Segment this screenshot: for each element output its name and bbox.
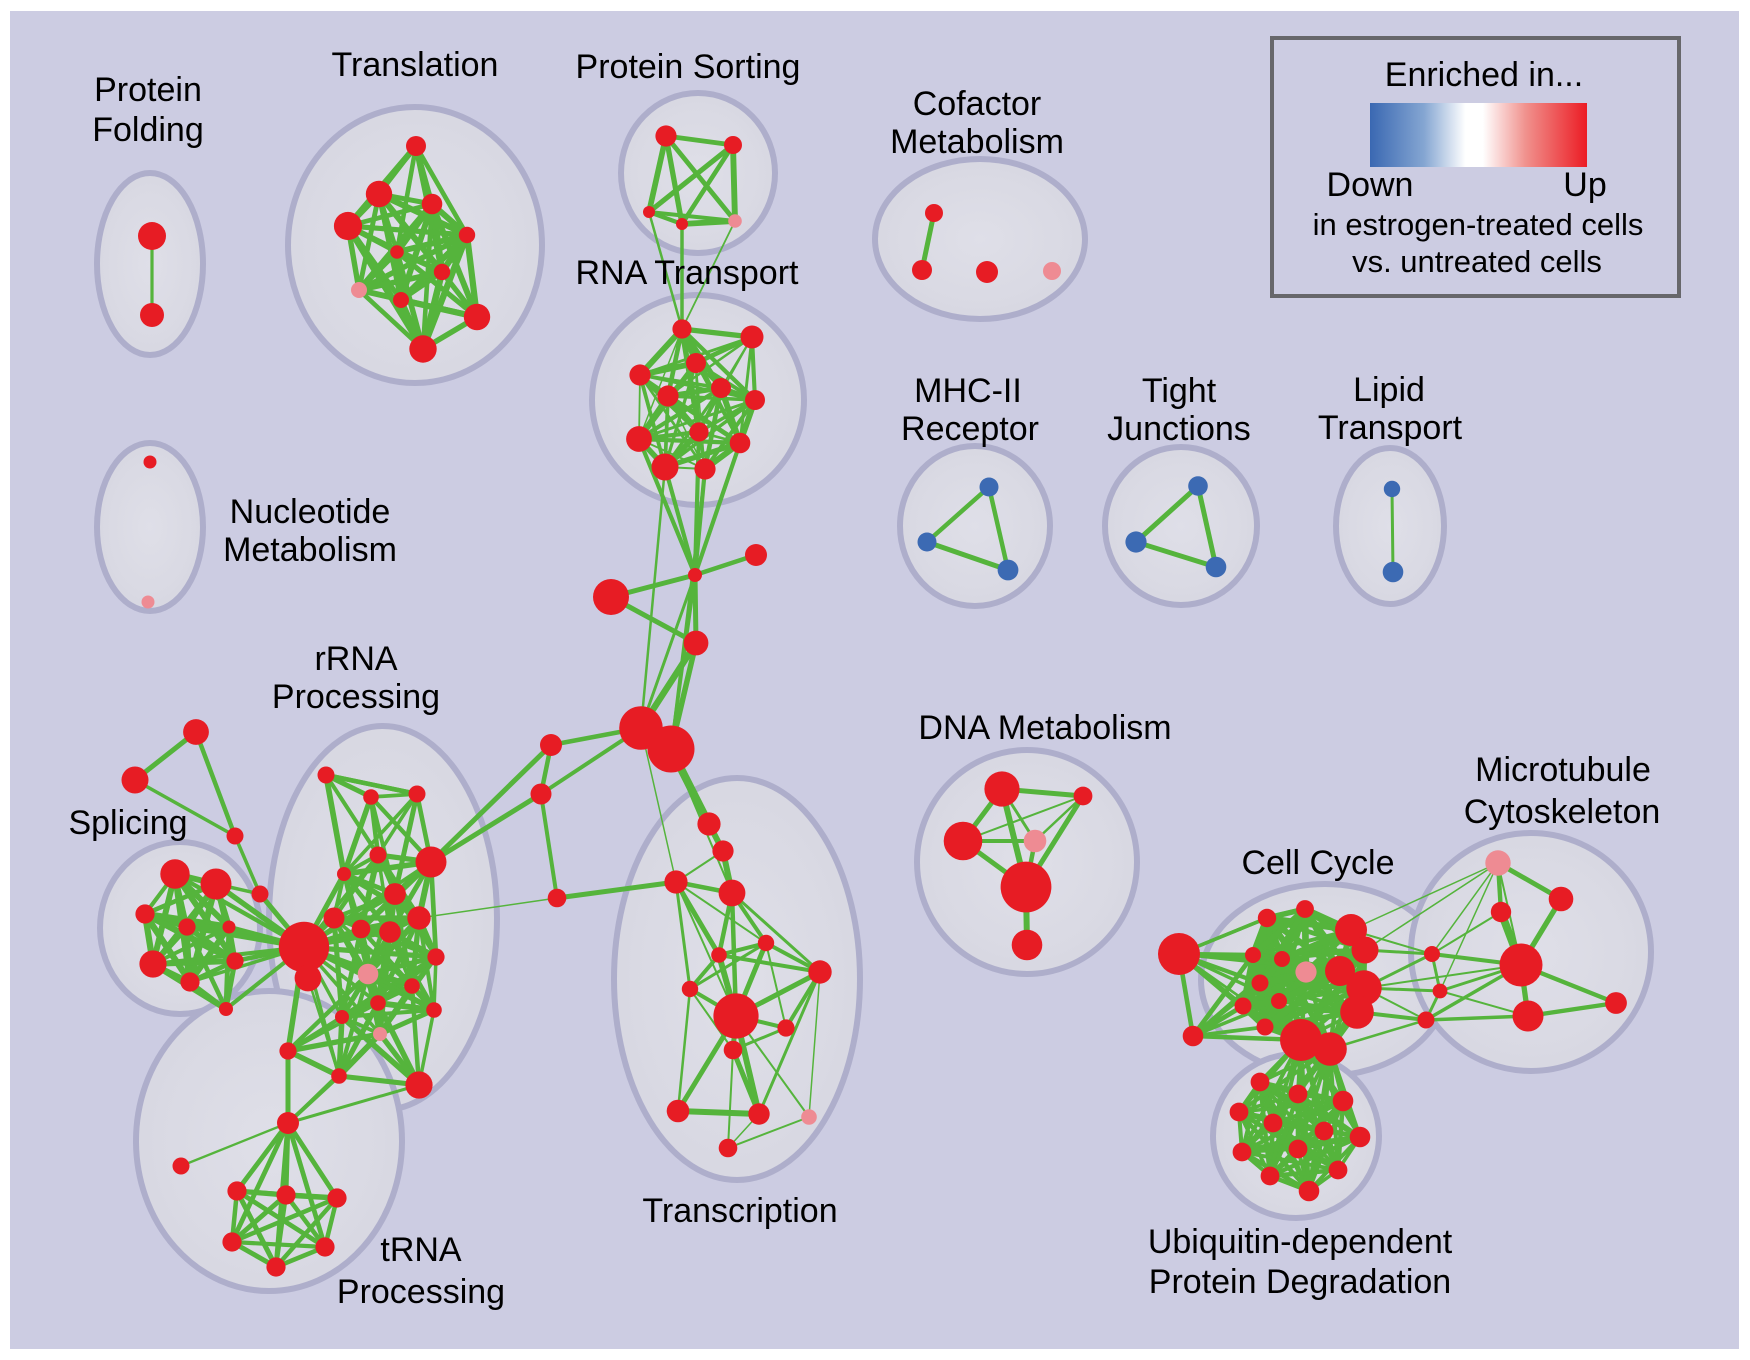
svg-text:RNA Transport: RNA Transport bbox=[576, 254, 800, 292]
svg-text:Protein: Protein bbox=[94, 71, 202, 109]
svg-text:Metabolism: Metabolism bbox=[890, 123, 1064, 161]
svg-text:Cofactor: Cofactor bbox=[913, 85, 1042, 123]
svg-text:Cell Cycle: Cell Cycle bbox=[1241, 844, 1394, 882]
svg-text:Lipid: Lipid bbox=[1353, 371, 1425, 409]
svg-text:Junctions: Junctions bbox=[1107, 410, 1251, 448]
svg-text:Processing: Processing bbox=[272, 678, 440, 716]
svg-text:Enriched in...: Enriched in... bbox=[1385, 56, 1583, 94]
svg-text:DNA Metabolism: DNA Metabolism bbox=[918, 709, 1171, 747]
svg-text:Splicing: Splicing bbox=[68, 804, 187, 842]
svg-text:Ubiquitin-dependent: Ubiquitin-dependent bbox=[1148, 1223, 1453, 1261]
svg-text:Folding: Folding bbox=[92, 111, 204, 149]
svg-text:Cytoskeleton: Cytoskeleton bbox=[1464, 793, 1661, 831]
svg-text:Nucleotide: Nucleotide bbox=[230, 493, 391, 531]
svg-text:Receptor: Receptor bbox=[901, 410, 1039, 448]
svg-text:vs. untreated cells: vs. untreated cells bbox=[1352, 244, 1602, 279]
svg-text:Protein Sorting: Protein Sorting bbox=[576, 48, 801, 86]
svg-text:in estrogen-treated cells: in estrogen-treated cells bbox=[1313, 207, 1644, 242]
svg-text:MHC-II: MHC-II bbox=[914, 372, 1022, 410]
svg-text:Down: Down bbox=[1327, 166, 1414, 204]
svg-text:tRNA: tRNA bbox=[380, 1231, 462, 1269]
svg-text:Protein Degradation: Protein Degradation bbox=[1149, 1263, 1451, 1301]
svg-text:Transport: Transport bbox=[1318, 409, 1463, 447]
svg-text:Translation: Translation bbox=[332, 46, 499, 84]
svg-text:Microtubule: Microtubule bbox=[1475, 751, 1651, 789]
svg-text:Tight: Tight bbox=[1142, 372, 1217, 410]
svg-text:Processing: Processing bbox=[337, 1273, 505, 1311]
svg-text:rRNA: rRNA bbox=[314, 640, 397, 678]
svg-text:Metabolism: Metabolism bbox=[223, 531, 397, 569]
svg-text:Up: Up bbox=[1563, 166, 1606, 204]
svg-text:Transcription: Transcription bbox=[642, 1192, 837, 1230]
